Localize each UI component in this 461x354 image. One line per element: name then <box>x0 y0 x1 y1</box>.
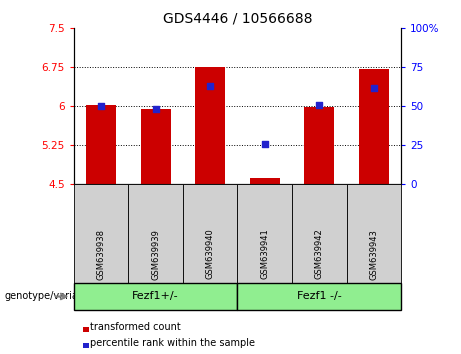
Bar <box>141 109 171 184</box>
Point <box>261 141 268 147</box>
Point <box>315 102 323 108</box>
Point <box>152 107 159 112</box>
Text: GSM639938: GSM639938 <box>96 229 106 280</box>
Text: genotype/variation: genotype/variation <box>5 291 97 302</box>
Bar <box>250 178 280 184</box>
Text: GSM639939: GSM639939 <box>151 229 160 280</box>
Bar <box>359 69 389 184</box>
Text: GSM639941: GSM639941 <box>260 229 269 279</box>
Bar <box>86 105 116 184</box>
Text: Fezf1+/-: Fezf1+/- <box>132 291 179 302</box>
Text: transformed count: transformed count <box>90 322 181 332</box>
Text: percentile rank within the sample: percentile rank within the sample <box>90 338 255 348</box>
Text: GSM639943: GSM639943 <box>369 229 378 280</box>
Point <box>97 103 105 109</box>
Point <box>370 85 378 90</box>
Title: GDS4446 / 10566688: GDS4446 / 10566688 <box>163 12 312 26</box>
Bar <box>195 67 225 184</box>
Bar <box>304 107 334 184</box>
Text: GSM639940: GSM639940 <box>206 229 215 279</box>
Text: GSM639942: GSM639942 <box>315 229 324 279</box>
Point <box>207 83 214 89</box>
Text: Fezf1 -/-: Fezf1 -/- <box>297 291 342 302</box>
